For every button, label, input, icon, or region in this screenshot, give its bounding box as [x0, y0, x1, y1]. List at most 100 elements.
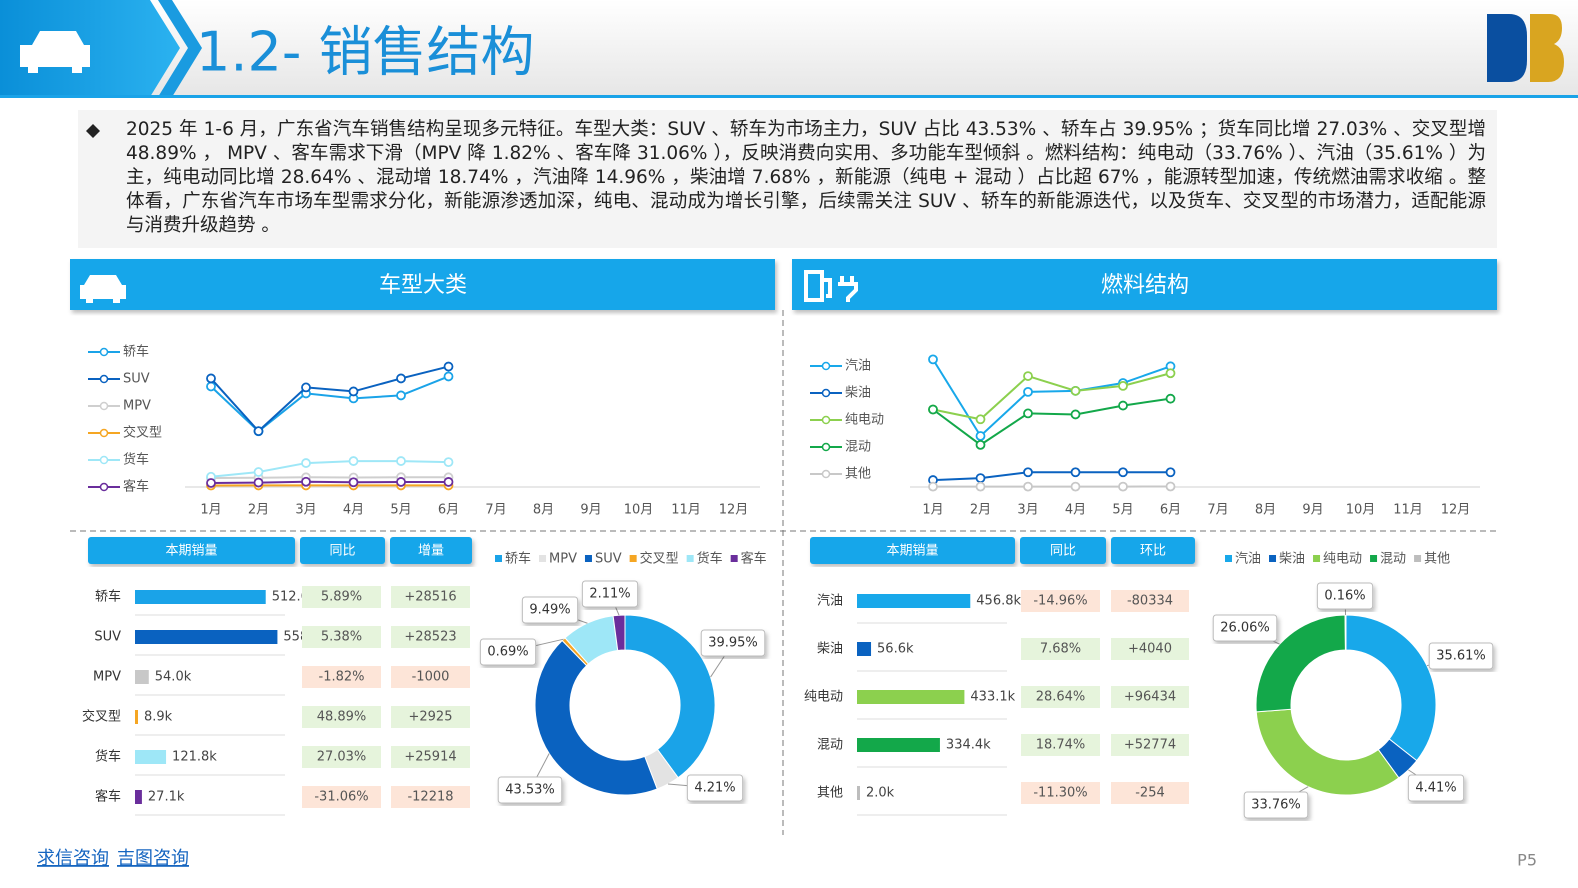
cell-text: -31.06%	[314, 790, 368, 805]
point	[301, 476, 311, 487]
bar-label: 8.9k	[144, 710, 173, 725]
data-label: 4.41%	[1407, 774, 1465, 802]
cell	[391, 706, 470, 728]
cell	[391, 586, 470, 608]
column-header	[300, 537, 385, 564]
legend-swatch	[1370, 555, 1378, 562]
point	[1070, 481, 1081, 492]
x-tick-label: 1月	[200, 503, 221, 518]
car-icon	[20, 31, 90, 73]
label-box	[1212, 614, 1278, 642]
fuel-icon	[804, 270, 858, 302]
point	[1118, 380, 1128, 391]
x-tick-label: 8月	[533, 503, 554, 518]
bar-label: 433.1k	[970, 690, 1015, 705]
cell	[302, 586, 381, 608]
bar	[857, 690, 965, 704]
bar	[857, 642, 872, 656]
bar-label: 121.8k	[172, 750, 217, 765]
cell	[391, 626, 470, 648]
data-label: 4.21%	[686, 774, 744, 802]
bar	[135, 710, 138, 724]
label-box	[700, 629, 766, 657]
point	[1023, 481, 1033, 492]
legend-marker	[99, 455, 109, 465]
column-header	[1111, 537, 1195, 564]
cell-text: +28516	[404, 590, 456, 605]
x-tick-label: 10月	[624, 503, 654, 518]
label-text: 39.95%	[708, 636, 758, 651]
row-label: 柴油	[817, 642, 843, 657]
legend-marker	[821, 388, 831, 398]
legend-label: 纯电动	[1323, 552, 1362, 567]
legend-swatch	[686, 555, 694, 562]
series-line	[210, 365, 449, 433]
label-text: 4.21%	[694, 781, 735, 796]
chevron	[158, 0, 202, 97]
legend-swatch	[495, 555, 502, 562]
x-tick-label: 4月	[1065, 503, 1086, 518]
row-label: MPV	[93, 670, 121, 685]
data-label: 9.49%	[521, 596, 579, 624]
cell	[302, 746, 381, 768]
cell	[1111, 686, 1189, 708]
bar-label: 27.1k	[148, 790, 185, 805]
point	[253, 426, 264, 437]
bar-label: 334.4k	[946, 738, 991, 753]
point	[1165, 467, 1176, 478]
point	[1023, 371, 1033, 381]
bar	[135, 630, 278, 644]
point	[975, 439, 986, 450]
summary: 2025 年 1-6 月，广东省汽车销售结构呈现多元特征。车型大类：SUV 、轿…	[126, 119, 1486, 236]
cell-text: +52774	[1124, 738, 1176, 753]
cell	[302, 666, 381, 688]
point	[975, 481, 986, 492]
legend-label: MPV	[123, 399, 151, 414]
bar	[857, 738, 940, 752]
column-header	[390, 537, 472, 564]
label-text: 4.41%	[1415, 781, 1456, 796]
x-tick-label: 9月	[580, 503, 601, 518]
summary-box	[78, 110, 1497, 248]
legend-marker	[99, 374, 109, 384]
x-tick-label: 6月	[438, 503, 459, 518]
cell-text: -80334	[1127, 594, 1173, 609]
cell-text: -1.82%	[319, 670, 365, 685]
column-header-label: 增量	[418, 544, 444, 559]
bar	[135, 750, 167, 764]
point	[928, 481, 938, 492]
x-tick-label: 7月	[485, 503, 506, 518]
cell-text: 28.64%	[1036, 690, 1086, 705]
cell	[1111, 782, 1189, 804]
column-header	[88, 537, 295, 564]
legend-label: 汽油	[845, 359, 871, 374]
legend-label: 交叉型	[123, 425, 162, 441]
series-line	[210, 375, 449, 433]
label-text: 33.76%	[1251, 798, 1301, 813]
footer-link: 求信咨询	[37, 848, 109, 869]
cell	[391, 666, 470, 688]
legend-marker	[821, 442, 831, 452]
x-tick-label: 7月	[1207, 503, 1228, 518]
data-label: 35.61%	[1428, 642, 1494, 670]
point	[206, 373, 216, 384]
point	[1070, 385, 1081, 396]
label-box	[1243, 791, 1309, 819]
cell-text: 7.68%	[1040, 642, 1081, 657]
legend-swatch	[1313, 555, 1321, 562]
legend-swatch	[539, 555, 547, 562]
cell-text: 48.89%	[317, 710, 367, 725]
x-tick-label: 2月	[970, 503, 991, 518]
series-line	[210, 480, 449, 484]
footer-link: 吉图咨询	[117, 848, 189, 869]
header-line	[0, 95, 1578, 98]
point	[1023, 467, 1033, 478]
point	[443, 361, 454, 372]
x-tick-label: 5月	[390, 503, 411, 518]
header-band	[0, 0, 1578, 97]
point	[443, 371, 454, 382]
bar-label: 456.8k	[976, 594, 1021, 609]
label-text: 0.69%	[487, 645, 528, 660]
legend-label: MPV	[549, 552, 577, 567]
